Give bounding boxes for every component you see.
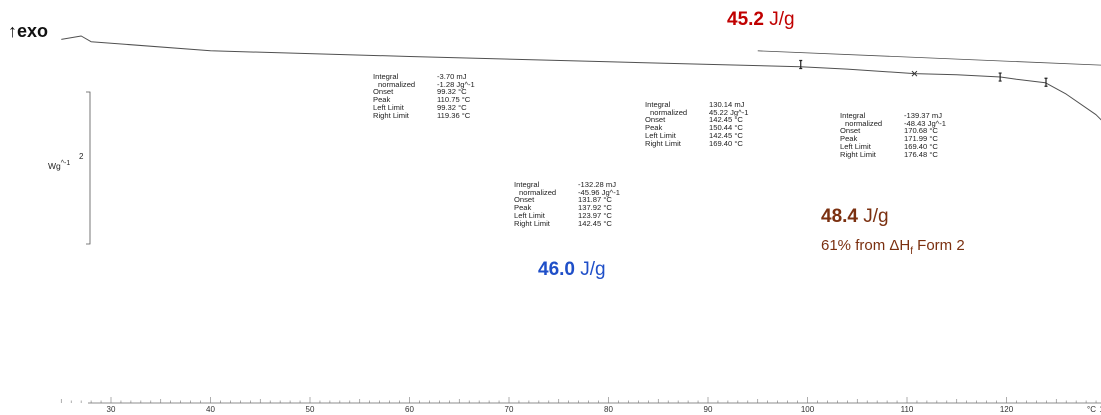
annotation-left-limit-label: Left Limit xyxy=(514,210,545,220)
annotation-right-limit-label: Right Limit xyxy=(514,218,550,228)
annotation-left-limit-value: 142.45 °C xyxy=(709,130,743,140)
first-endotherm-enthalpy-value: 46.0 xyxy=(538,259,575,280)
x-tick-label: 110 xyxy=(901,405,914,414)
exo-direction-label: ↑exo xyxy=(8,21,49,41)
annotation-peak-value: 137.92 °C xyxy=(578,203,612,213)
annotation-left-limit-value: 99.32 °C xyxy=(437,102,467,112)
melt-note-prefix: 61% from xyxy=(821,237,890,254)
y-scale-value: 2 xyxy=(79,152,84,161)
annotation-normalized-value: -1.28 Jg^-1 xyxy=(437,79,475,89)
annotation-peak-value: 150.44 °C xyxy=(709,123,743,133)
annotation-left-limit-label: Left Limit xyxy=(645,130,676,140)
x-tick-label: 120 xyxy=(1000,405,1014,414)
integration-baseline xyxy=(757,50,1101,66)
peak-annotation-1: Integral -3.70 mJ normalized -1.28 Jg^-1 Ons… xyxy=(373,73,475,119)
annotation-integral-label: Integral xyxy=(840,111,866,120)
limit-marker xyxy=(998,72,1002,82)
annotation-right-limit-value: 176.48 °C xyxy=(904,149,938,159)
annotation-integral-value: -3.70 mJ xyxy=(437,72,467,81)
annotation-peak-label: Peak xyxy=(514,203,532,213)
annotation-integral-value: 130.14 mJ xyxy=(709,100,745,109)
melt-note-subscript: f xyxy=(910,246,913,257)
y-scale-bracket: 2 xyxy=(79,91,91,245)
annotation-onset-value: 170.68 °C xyxy=(904,126,938,136)
annotation-right-limit-label: Right Limit xyxy=(373,110,409,120)
annotation-right-limit-value: 169.40 °C xyxy=(709,138,743,148)
annotation-integral-value: -132.28 mJ xyxy=(578,180,616,189)
annotation-left-limit-label: Left Limit xyxy=(840,141,871,151)
exo-label: exo xyxy=(17,21,49,41)
annotation-integral-label: Integral xyxy=(514,180,540,189)
melt-note-symbol: ΔH xyxy=(889,237,911,254)
y-scale-label: Wg^-1 xyxy=(48,160,71,171)
peak-marker xyxy=(911,70,918,77)
x-tick-label: 90 xyxy=(704,405,713,414)
melt-enthalpy-value: 48.4 xyxy=(821,206,858,227)
peak-annotation-4: Integral -139.37 mJ normalized -48.43 Jg^-1… xyxy=(840,112,946,158)
limit-marker xyxy=(1044,77,1048,87)
x-tick-label: 70 xyxy=(505,405,514,414)
y-scale-bar xyxy=(86,91,91,245)
annotation-normalized-value: 45.22 Jg^-1 xyxy=(709,107,749,117)
exotherm-enthalpy-label: 45.2 J/g xyxy=(727,9,795,31)
peak-annotation-3: Integral 130.14 mJ normalized 45.22 Jg^-1 On… xyxy=(645,101,748,147)
exotherm-enthalpy-value: 45.2 xyxy=(727,9,764,30)
x-tick-label: 30 xyxy=(107,405,116,414)
x-axis-unit: °C xyxy=(1087,405,1096,414)
annotation-left-limit-value: 169.40 °C xyxy=(904,141,938,151)
annotation-right-limit-value: 119.36 °C xyxy=(437,110,471,120)
x-tick-label: 40 xyxy=(206,405,215,414)
annotation-onset-value: 131.87 °C xyxy=(578,195,612,205)
annotation-onset-value: 99.32 °C xyxy=(437,87,467,97)
melt-form-note: 61% from ΔHf Form 2 xyxy=(821,237,965,257)
annotation-onset-label: Onset xyxy=(373,87,394,97)
annotation-onset-label: Onset xyxy=(840,126,861,136)
x-tick-label: 80 xyxy=(604,405,613,414)
annotation-onset-value: 142.45 °C xyxy=(709,115,743,125)
x-axis: 3040506070809010011012013014015016017018… xyxy=(60,397,1101,414)
annotation-normalized-value: -48.43 Jg^-1 xyxy=(904,118,946,128)
annotation-peak-value: 110.75 °C xyxy=(437,95,471,105)
annotation-integral-label: Integral xyxy=(373,72,399,81)
annotation-normalized-label: normalized xyxy=(650,107,688,117)
annotation-integral-label: Integral xyxy=(645,100,671,109)
annotation-onset-label: Onset xyxy=(514,195,535,205)
first-endotherm-enthalpy-unit: J/g xyxy=(580,259,606,280)
annotation-normalized-label: normalized xyxy=(378,79,416,89)
peak-annotation-2: Integral -132.28 mJ normalized -45.96 Jg^-1… xyxy=(514,181,620,227)
x-tick-label: 130 xyxy=(1099,405,1101,414)
annotation-integral-value: -139.37 mJ xyxy=(904,111,942,120)
x-tick-label: 50 xyxy=(306,405,315,414)
annotation-left-limit-value: 123.97 °C xyxy=(578,210,612,220)
melt-enthalpy-label: 48.4 J/g xyxy=(821,206,889,228)
annotation-right-limit-label: Right Limit xyxy=(645,138,681,148)
annotation-normalized-label: normalized xyxy=(519,187,557,197)
annotation-right-limit-value: 142.45 °C xyxy=(578,218,612,228)
annotation-peak-label: Peak xyxy=(373,95,391,105)
x-tick-label: 60 xyxy=(405,405,414,414)
exotherm-enthalpy-unit: J/g xyxy=(769,9,795,30)
curve-markers xyxy=(799,59,1048,87)
annotation-onset-label: Onset xyxy=(645,115,666,125)
limit-marker xyxy=(799,59,803,70)
melt-enthalpy-unit: J/g xyxy=(863,206,889,227)
melt-note-suffix: Form 2 xyxy=(913,237,965,254)
annotation-peak-label: Peak xyxy=(840,134,858,144)
annotation-right-limit-label: Right Limit xyxy=(840,149,876,159)
annotation-peak-value: 171.99 °C xyxy=(904,134,938,144)
x-tick-label: 100 xyxy=(801,405,815,414)
first-endotherm-enthalpy-label: 46.0 J/g xyxy=(538,259,606,281)
annotation-peak-label: Peak xyxy=(645,123,663,133)
annotation-normalized-label: normalized xyxy=(845,118,883,128)
annotation-left-limit-label: Left Limit xyxy=(373,102,404,112)
annotation-normalized-value: -45.96 Jg^-1 xyxy=(578,187,620,197)
